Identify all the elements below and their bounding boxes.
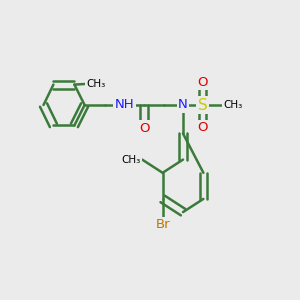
Text: CH₃: CH₃ bbox=[86, 79, 105, 89]
Text: O: O bbox=[197, 76, 208, 89]
Text: Br: Br bbox=[155, 218, 170, 232]
Text: CH₃: CH₃ bbox=[224, 100, 243, 110]
Text: CH₃: CH₃ bbox=[122, 154, 141, 165]
Text: O: O bbox=[139, 122, 149, 135]
Text: N: N bbox=[178, 98, 188, 112]
Text: O: O bbox=[197, 121, 208, 134]
Text: S: S bbox=[198, 98, 207, 112]
Text: NH: NH bbox=[115, 98, 134, 112]
